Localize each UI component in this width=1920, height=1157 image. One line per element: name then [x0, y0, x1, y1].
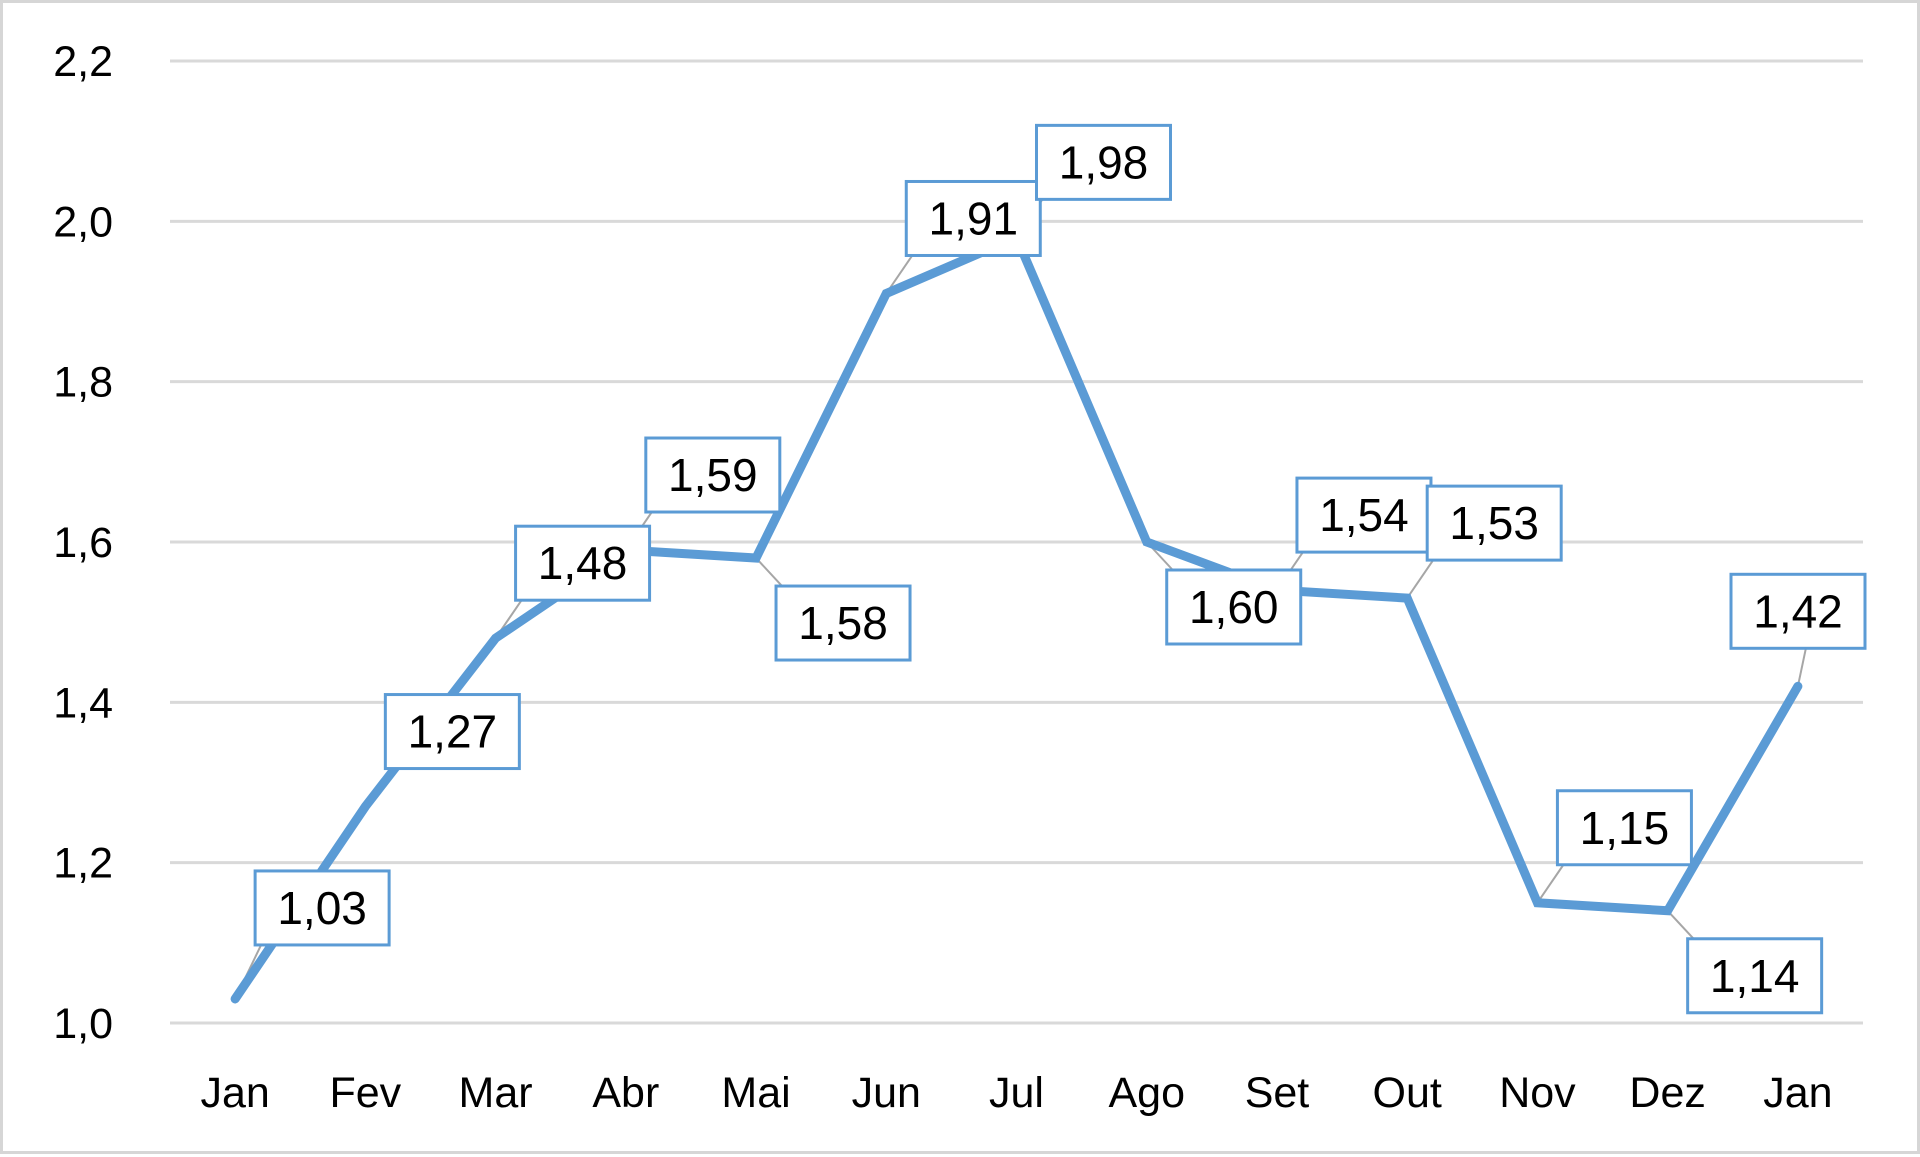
data-label: 1,42 — [1753, 585, 1843, 637]
data-label-box — [514, 524, 652, 602]
leader-line — [1796, 648, 1807, 687]
data-label-box — [1729, 572, 1867, 650]
data-label: 1,48 — [538, 537, 628, 589]
y-tick-label: 1,2 — [53, 840, 113, 888]
x-tick-label: Ago — [1108, 1069, 1185, 1117]
data-label-box — [904, 179, 1042, 257]
y-axis-ticks: 1,0 1,2 1,4 1,6 1,8 2,0 2,2 — [53, 38, 113, 1048]
data-label-box — [383, 693, 521, 771]
data-label: 1,98 — [1059, 136, 1149, 188]
leader-lines — [234, 198, 1807, 1000]
leader-line — [1536, 864, 1565, 904]
data-label-box — [1035, 123, 1172, 201]
series-line — [230, 231, 1803, 1004]
x-tick-label: Abr — [592, 1069, 659, 1117]
x-tick-label: Fev — [330, 1069, 402, 1117]
x-axis-ticks: Jan Fev Mar Abr Mai Jun Jul Ago Set Out Nov Dez Jan — [200, 1069, 1832, 1117]
x-tick-label: Jul — [989, 1069, 1044, 1117]
data-label-box — [1295, 476, 1433, 554]
series-layer — [230, 231, 1803, 1004]
data-label: 1,60 — [1189, 581, 1279, 633]
leader-line — [755, 557, 783, 587]
leader-line — [1406, 559, 1435, 599]
y-tick-label: 2,2 — [53, 38, 113, 86]
x-tick-label: Mai — [721, 1069, 790, 1117]
y-tick-label: 1,6 — [53, 519, 113, 567]
data-label: 1,27 — [408, 706, 498, 758]
data-label: 1,14 — [1710, 950, 1800, 1002]
data-label: 1,54 — [1319, 489, 1409, 541]
y-tick-label: 1,8 — [53, 359, 113, 407]
data-label-box — [1165, 568, 1303, 646]
leader-line — [1666, 910, 1695, 940]
x-tick-label: Jun — [852, 1069, 921, 1117]
data-label-box — [1425, 484, 1563, 562]
x-tick-label: Dez — [1629, 1069, 1705, 1117]
data-label: 1,59 — [668, 449, 758, 501]
data-label-box — [644, 436, 782, 514]
data-label: 1,15 — [1580, 802, 1670, 854]
data-label-box — [774, 584, 912, 662]
x-tick-label: Jan — [200, 1069, 269, 1117]
data-label-box — [1555, 789, 1693, 867]
data-label: 1,91 — [929, 192, 1019, 244]
y-tick-label: 1,4 — [53, 679, 113, 727]
data-labels: 1,03 1,27 1,48 1,59 1,58 1,91 1,98 1,60 1,54 1,53… — [253, 123, 1867, 1015]
x-tick-label: Set — [1245, 1069, 1310, 1117]
y-tick-label: 1,0 — [53, 1000, 113, 1048]
data-label: 1,03 — [277, 882, 367, 934]
data-label: 1,53 — [1449, 497, 1539, 549]
x-tick-label: Mar — [459, 1069, 533, 1117]
x-tick-label: Out — [1373, 1069, 1442, 1117]
data-label-box — [253, 869, 391, 947]
line-chart: 1,0 1,2 1,4 1,6 1,8 2,0 2,2 Jan Fev Mar Abr Mai Jun… — [53, 38, 1867, 1117]
x-tick-label: Jan — [1763, 1069, 1832, 1117]
x-tick-label: Nov — [1499, 1069, 1576, 1117]
data-label: 1,58 — [798, 597, 888, 649]
data-label-box — [1686, 937, 1824, 1015]
y-tick-label: 2,0 — [53, 198, 113, 246]
